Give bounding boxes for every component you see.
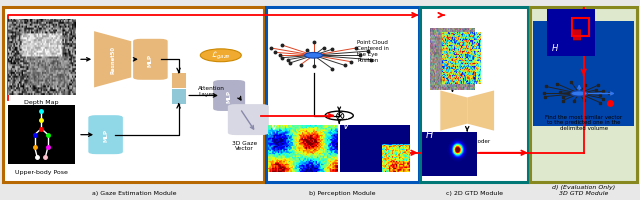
Text: Attention
Layer: Attention Layer [198,86,225,96]
Text: Encoder-Decoder: Encoder-Decoder [444,138,491,143]
FancyBboxPatch shape [3,8,264,182]
Text: $H$: $H$ [550,41,559,52]
Circle shape [424,136,466,150]
FancyBboxPatch shape [133,40,168,80]
Text: c) 2D GTD Module: c) 2D GTD Module [445,190,503,195]
Text: d) (Evaluation Only)
3D GTD Module: d) (Evaluation Only) 3D GTD Module [552,184,615,195]
Text: Resnet50: Resnet50 [110,46,115,74]
Circle shape [325,112,353,120]
FancyBboxPatch shape [172,74,186,89]
Bar [572,19,589,37]
Polygon shape [440,91,467,131]
Text: MLP: MLP [148,54,153,66]
Text: a) Gaze Estimation Module: a) Gaze Estimation Module [92,190,176,195]
Text: 3D Gaze
Vector: 3D Gaze Vector [232,140,257,151]
Text: b) Perception Module: b) Perception Module [309,190,376,195]
Text: MLP: MLP [227,90,232,102]
Text: MLP: MLP [103,129,108,141]
FancyBboxPatch shape [533,22,634,126]
FancyBboxPatch shape [88,116,123,154]
Circle shape [571,91,588,97]
Text: Point Cloud
Centered in
the Eye
Position: Point Cloud Centered in the Eye Position [357,40,389,62]
FancyBboxPatch shape [213,81,245,111]
Circle shape [305,53,323,59]
Text: Find the most similar vector
to the predicted one in the
delimited volume: Find the most similar vector to the pred… [545,114,622,131]
Polygon shape [94,32,131,88]
FancyBboxPatch shape [420,8,528,182]
FancyBboxPatch shape [228,105,269,135]
Text: $V$: $V$ [270,120,280,132]
Circle shape [200,50,241,62]
Text: $\otimes$: $\otimes$ [333,110,345,122]
Text: $\mathcal{L}_{heat}$: $\mathcal{L}_{heat}$ [436,138,454,148]
Text: Upper-body Pose: Upper-body Pose [15,169,68,174]
FancyBboxPatch shape [530,8,637,182]
Text: $\mathcal{L}_{gaze}$: $\mathcal{L}_{gaze}$ [211,50,231,62]
Polygon shape [467,91,494,131]
FancyBboxPatch shape [266,8,419,182]
FancyBboxPatch shape [172,90,186,104]
Text: $H$: $H$ [425,128,434,140]
Text: $\hat{V}$: $\hat{V}$ [342,116,351,132]
Text: Depth Map: Depth Map [24,100,59,105]
